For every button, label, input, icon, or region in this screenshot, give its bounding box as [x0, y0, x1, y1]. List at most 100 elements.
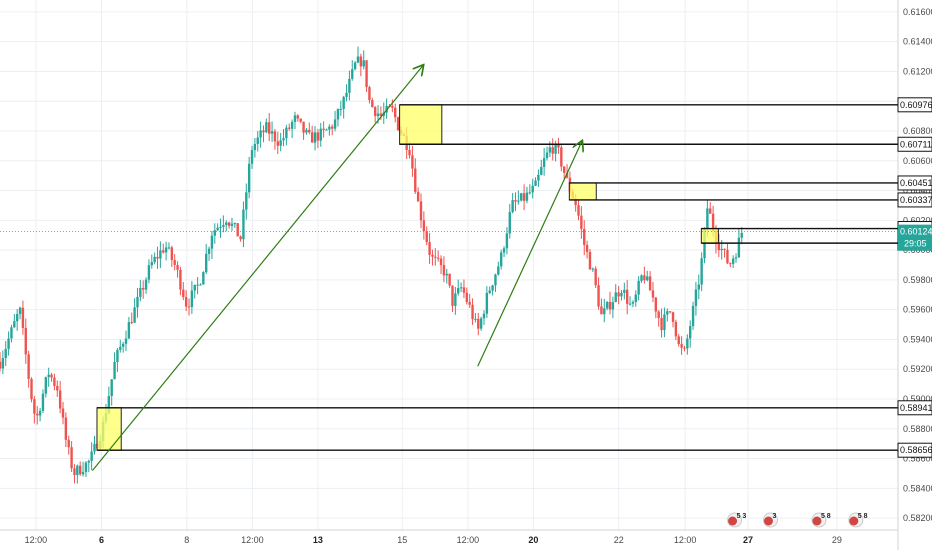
candle-body[interactable] [697, 284, 700, 290]
candle-body[interactable] [296, 115, 300, 119]
candle-body[interactable] [580, 215, 583, 229]
candle-body[interactable] [534, 180, 537, 186]
candle-body[interactable] [603, 308, 606, 315]
candle-body[interactable] [15, 313, 19, 322]
candle-body[interactable] [76, 465, 79, 476]
candle-body[interactable] [10, 327, 13, 339]
candle-body[interactable] [565, 172, 569, 178]
candle-body[interactable] [156, 256, 159, 259]
candle-body[interactable] [668, 311, 672, 313]
candle-body[interactable] [631, 301, 635, 304]
candle-body[interactable] [422, 220, 426, 232]
candle-body[interactable] [253, 143, 257, 151]
candle-body[interactable] [7, 338, 10, 349]
candle-body[interactable] [694, 289, 698, 306]
candle-body[interactable] [73, 468, 76, 476]
candle-body[interactable] [336, 109, 340, 120]
candle-body[interactable] [391, 106, 394, 108]
candle-body[interactable] [408, 149, 411, 156]
candle-body[interactable] [588, 251, 592, 270]
candle-body[interactable] [64, 417, 68, 440]
candle-body[interactable] [706, 208, 709, 230]
candle-body[interactable] [740, 233, 743, 238]
candle-body[interactable] [459, 287, 463, 289]
candle-body[interactable] [153, 256, 156, 263]
candle-body[interactable] [67, 439, 70, 448]
candle-body[interactable] [537, 174, 540, 181]
candle-body[interactable] [78, 465, 82, 475]
candle-body[interactable] [167, 247, 171, 249]
candle-body[interactable] [485, 292, 489, 314]
candle-body[interactable] [643, 275, 646, 281]
candle-body[interactable] [210, 235, 214, 249]
candle-body[interactable] [368, 87, 371, 101]
candle-body[interactable] [442, 265, 446, 276]
candle-body[interactable] [479, 318, 483, 329]
candle-body[interactable] [81, 472, 85, 475]
candle-body[interactable] [528, 192, 532, 194]
candle-body[interactable] [273, 131, 277, 142]
candle-body[interactable] [688, 326, 692, 339]
candle-body[interactable] [726, 249, 729, 264]
candle-body[interactable] [176, 264, 179, 270]
candle-body[interactable] [24, 327, 27, 355]
candle-body[interactable] [61, 408, 65, 418]
candle-body[interactable] [396, 117, 400, 131]
candle-body[interactable] [562, 166, 566, 173]
candle-body[interactable] [351, 69, 354, 79]
candle-body[interactable] [628, 303, 632, 305]
candle-body[interactable] [448, 273, 451, 286]
candle-body[interactable] [18, 307, 22, 314]
candle-body[interactable] [33, 399, 36, 414]
candle-body[interactable] [159, 250, 162, 259]
candle-body[interactable] [196, 284, 199, 286]
candle-body[interactable] [657, 311, 660, 319]
candle-body[interactable] [517, 200, 520, 202]
candle-body[interactable] [671, 312, 675, 322]
candle-body[interactable] [302, 121, 305, 133]
candle-body[interactable] [471, 304, 474, 320]
candle-body[interactable] [150, 262, 153, 266]
candle-body[interactable] [170, 247, 174, 261]
candle-body[interactable] [205, 253, 208, 273]
candle-body[interactable] [230, 223, 234, 226]
candle-body[interactable] [376, 113, 380, 117]
candle-body[interactable] [508, 212, 511, 234]
candle-body[interactable] [540, 166, 543, 175]
candle-body[interactable] [70, 447, 73, 469]
candle-body[interactable] [419, 201, 423, 221]
candle-body[interactable] [130, 322, 133, 324]
candle-body[interactable] [414, 168, 417, 192]
candle-body[interactable] [299, 118, 302, 122]
candle-body[interactable] [654, 297, 658, 312]
candle-body[interactable] [141, 288, 145, 290]
candle-body[interactable] [13, 321, 16, 328]
candle-body[interactable] [305, 129, 308, 133]
candle-body[interactable] [637, 280, 640, 295]
candle-body[interactable] [147, 265, 151, 280]
candle-body[interactable] [50, 374, 53, 378]
candle-body[interactable] [499, 252, 503, 267]
candle-body[interactable] [686, 338, 689, 349]
candle-body[interactable] [700, 258, 703, 285]
candle-body[interactable] [187, 306, 191, 308]
candle-body[interactable] [58, 390, 62, 409]
candle-body[interactable] [353, 62, 357, 70]
candle-body[interactable] [683, 347, 686, 349]
candle-body[interactable] [522, 193, 526, 201]
candle-body[interactable] [394, 107, 397, 118]
candle-body[interactable] [474, 318, 477, 320]
candle-body[interactable] [21, 307, 25, 328]
candle-body[interactable] [342, 96, 345, 109]
candle-body[interactable] [666, 311, 669, 315]
candle-body[interactable] [216, 227, 219, 231]
candle-body[interactable] [554, 143, 557, 154]
candle-body[interactable] [591, 268, 595, 270]
candle-body[interactable] [0, 361, 2, 369]
candle-body[interactable] [262, 130, 265, 133]
candle-body[interactable] [41, 393, 45, 411]
candle-body[interactable] [362, 60, 365, 67]
candle-body[interactable] [574, 198, 577, 206]
